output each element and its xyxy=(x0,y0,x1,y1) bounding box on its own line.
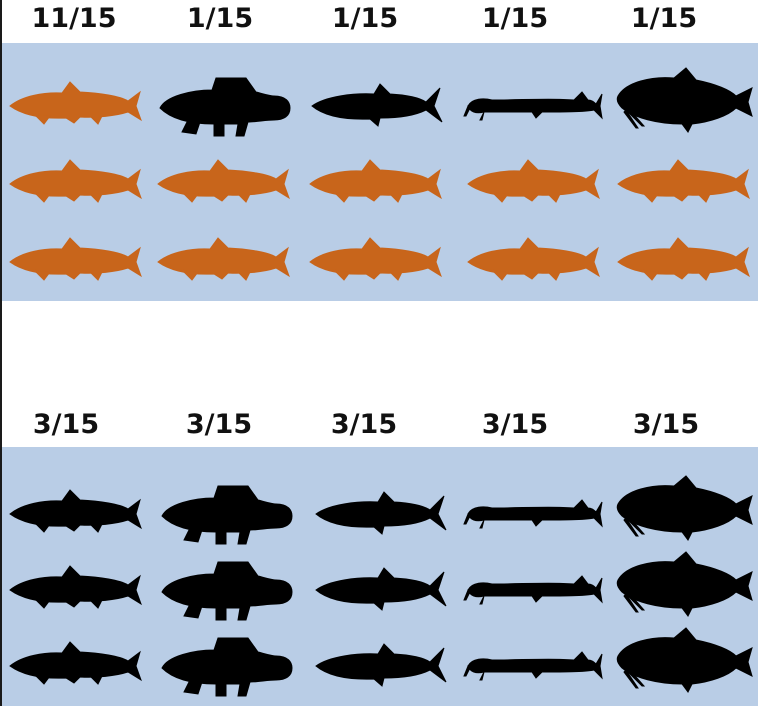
barbel-icon xyxy=(616,627,753,693)
trout-icon xyxy=(9,565,142,609)
barbel-icon xyxy=(616,475,753,541)
dragonfish-icon xyxy=(463,651,603,681)
dragonfish-icon xyxy=(463,575,603,605)
trout-icon xyxy=(9,489,142,533)
top-label-col-5: 1/15 xyxy=(630,3,698,34)
left-edge-line xyxy=(0,0,2,706)
goby-icon xyxy=(161,637,293,697)
barbel-icon xyxy=(616,67,753,133)
bottom-label-col-2: 3/15 xyxy=(185,409,253,440)
trout-icon xyxy=(617,159,750,203)
trout-icon xyxy=(9,641,142,685)
top-label-col-1: 11/15 xyxy=(31,3,117,34)
trout-icon xyxy=(157,159,290,203)
herring-icon xyxy=(315,491,447,535)
trout-icon xyxy=(9,159,142,203)
dragonfish-icon xyxy=(463,91,603,121)
top-label-col-4: 1/15 xyxy=(481,3,549,34)
trout-icon xyxy=(9,237,142,281)
dragonfish-icon xyxy=(463,499,603,529)
bottom-label-col-5: 3/15 xyxy=(632,409,700,440)
bottom-label-col-1: 3/15 xyxy=(32,409,100,440)
goby-icon xyxy=(159,77,291,137)
trout-icon xyxy=(309,237,442,281)
trout-icon xyxy=(617,237,750,281)
top-label-col-2: 1/15 xyxy=(186,3,254,34)
trout-icon xyxy=(467,237,600,281)
bottom-label-col-4: 3/15 xyxy=(481,409,549,440)
trout-icon xyxy=(157,237,290,281)
herring-icon xyxy=(311,83,443,127)
trout-icon xyxy=(309,159,442,203)
herring-icon xyxy=(315,567,447,611)
top-label-col-3: 1/15 xyxy=(331,3,399,34)
trout-icon xyxy=(9,81,142,125)
goby-icon xyxy=(161,561,293,621)
herring-icon xyxy=(315,643,447,687)
goby-icon xyxy=(161,485,293,545)
barbel-icon xyxy=(616,551,753,617)
trout-icon xyxy=(467,159,600,203)
bottom-label-col-3: 3/15 xyxy=(330,409,398,440)
